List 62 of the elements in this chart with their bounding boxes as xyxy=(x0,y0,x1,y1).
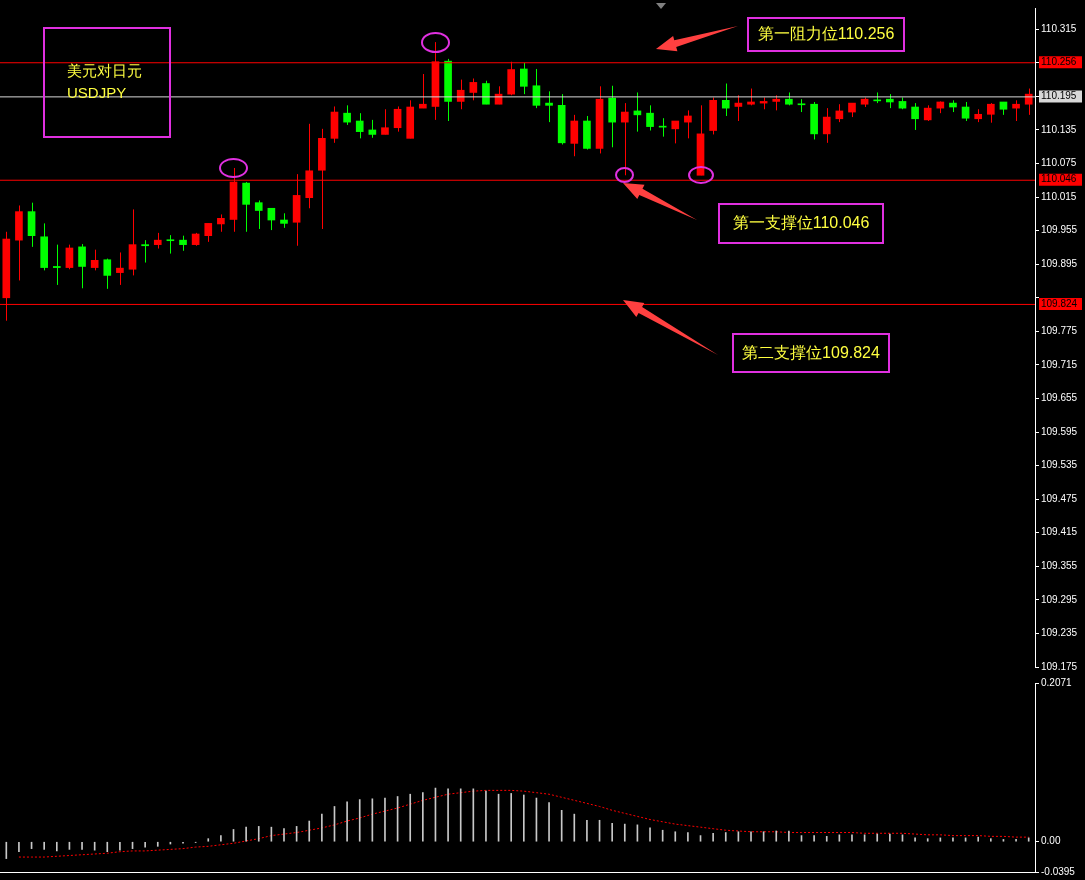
y-tick-label: 110.315 xyxy=(1041,23,1077,35)
candlestick xyxy=(78,243,86,289)
y-tick-label: 109.355 xyxy=(1041,560,1078,572)
ref-line-label: 110.195 xyxy=(1041,90,1077,102)
candlestick xyxy=(570,114,579,157)
y-tick-label: 109.175 xyxy=(1041,660,1078,672)
candlestick xyxy=(343,104,351,126)
y-tick-label: 109.535 xyxy=(1041,459,1078,471)
candlestick xyxy=(393,105,402,133)
ref-line-label: 110.256 xyxy=(1041,56,1077,68)
text: 美元对日元 xyxy=(67,61,143,81)
y-tick-label: 109.295 xyxy=(1041,593,1078,605)
candlestick xyxy=(734,94,743,122)
candlestick xyxy=(961,101,970,122)
y-tick-label: 109.655 xyxy=(1041,392,1078,404)
candlestick xyxy=(822,107,831,144)
annotation: 第一阻力位110.256 xyxy=(747,17,905,52)
candlestick xyxy=(141,239,149,264)
text: USDJPY xyxy=(67,83,128,103)
y-tick-label: 110.135 xyxy=(1041,123,1077,135)
line-series xyxy=(18,789,1030,858)
ref-line-label: 110.046 xyxy=(1041,173,1077,185)
y-tick-label: 109.955 xyxy=(1041,224,1078,236)
candlestick xyxy=(90,249,99,271)
y-tick-label: 0.2071 xyxy=(1041,676,1073,688)
y-tick-label: 109.595 xyxy=(1041,425,1078,437)
candlestick xyxy=(469,77,478,101)
candlestick xyxy=(52,244,61,286)
candlestick xyxy=(482,80,490,105)
candlestick xyxy=(646,104,654,132)
candlestick xyxy=(620,102,629,176)
y-tick-label: 109.235 xyxy=(1041,627,1078,639)
y-tick-label: 0.00 xyxy=(1041,835,1061,847)
annotation: 第一支撑位110.046 xyxy=(718,203,884,244)
y-tick-label: 109.715 xyxy=(1041,358,1078,370)
candlestick xyxy=(911,102,919,131)
candlestick xyxy=(204,222,213,243)
candlestick xyxy=(254,199,263,230)
y-tick-label: 109.475 xyxy=(1041,492,1078,504)
candlestick xyxy=(103,258,112,290)
candlestick xyxy=(721,83,730,117)
candlestick xyxy=(166,234,175,255)
y-tick-label: 109.775 xyxy=(1041,325,1078,337)
candlestick xyxy=(519,62,528,95)
candlestick xyxy=(65,244,74,270)
candlestick xyxy=(381,108,389,135)
candlestick xyxy=(419,73,427,109)
candlestick xyxy=(986,102,995,124)
ref-line-label: 109.824 xyxy=(1041,297,1078,309)
candlestick xyxy=(242,181,250,233)
y-tick-label: -0.0395 xyxy=(1041,865,1076,877)
y-tick-label: 109.415 xyxy=(1041,526,1078,538)
annotation: 第二支撑位109.824 xyxy=(732,333,890,373)
candlestick xyxy=(355,112,364,139)
candlestick xyxy=(671,120,680,144)
y-tick-label: 109.895 xyxy=(1041,257,1078,269)
candlestick xyxy=(1012,99,1020,122)
candlestick xyxy=(116,251,124,286)
candlestick xyxy=(684,109,692,139)
y-tick-label: 110.015 xyxy=(1041,190,1077,202)
candlestick xyxy=(545,90,553,123)
y-tick-label: 110.075 xyxy=(1041,157,1077,169)
